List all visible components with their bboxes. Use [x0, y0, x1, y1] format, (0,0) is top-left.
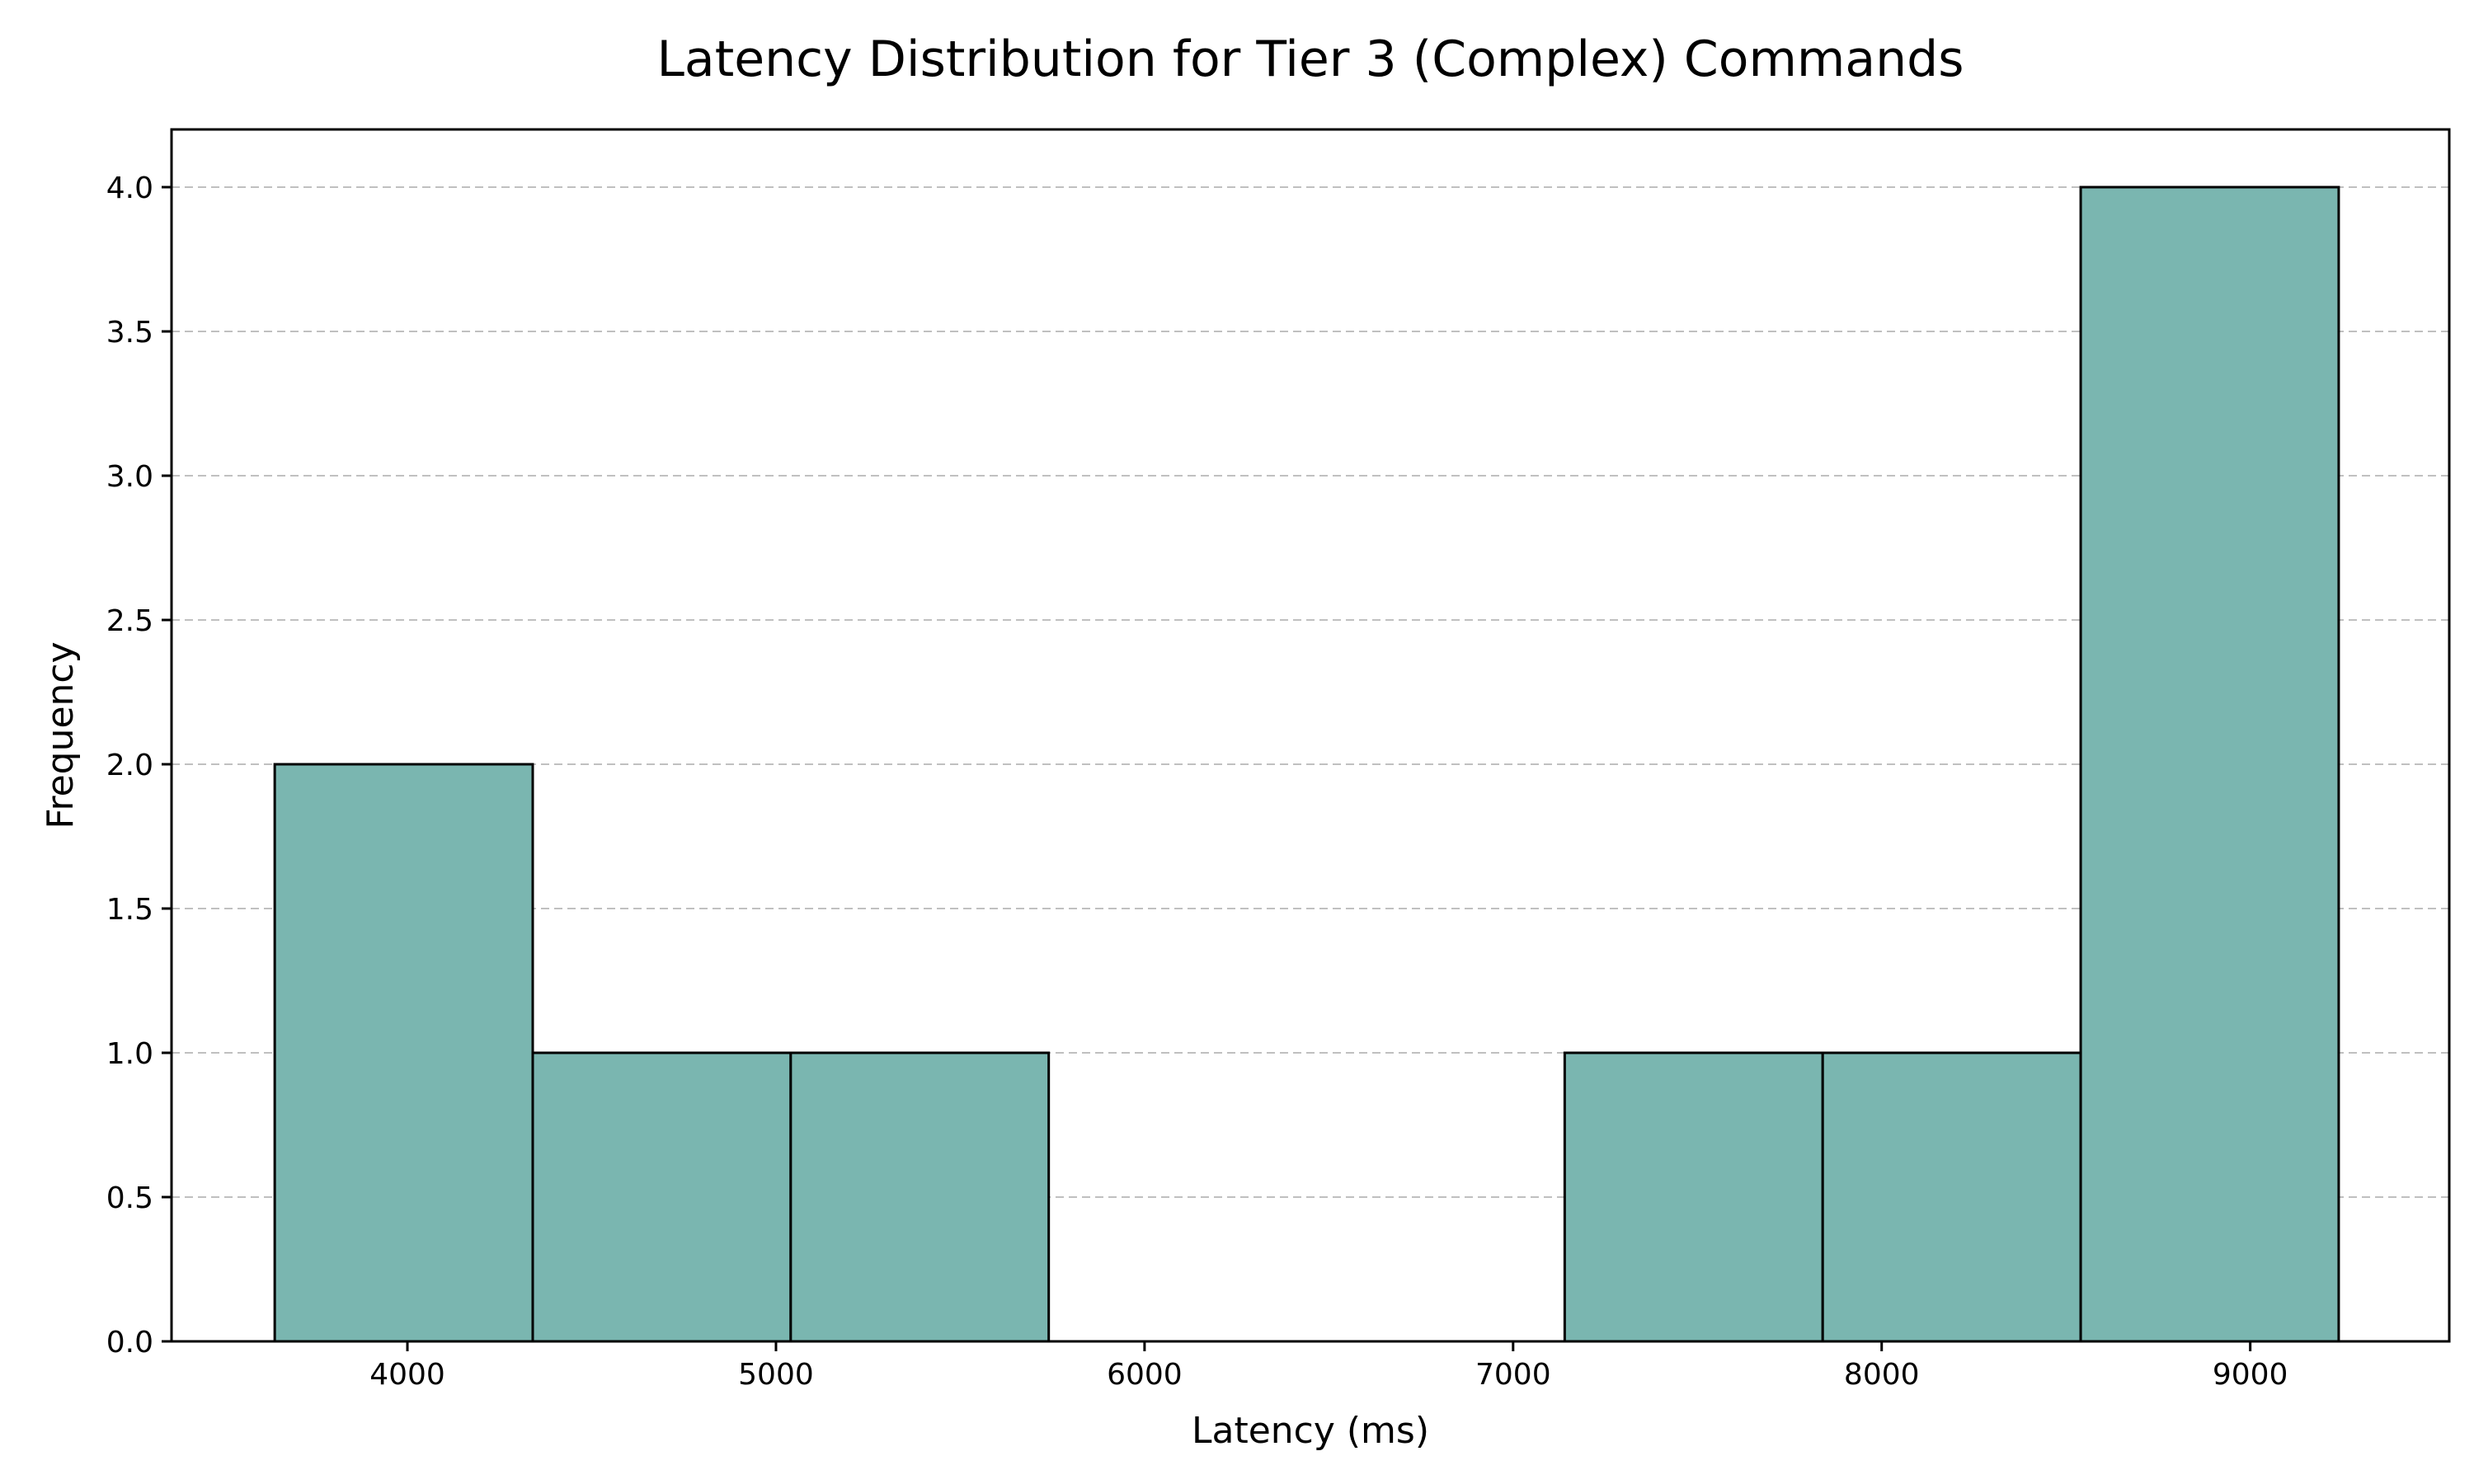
y-tick-label-7: 3.5 [106, 316, 153, 350]
gridlines [172, 186, 2449, 1198]
chart-title: Latency Distribution for Tier 3 (Complex… [657, 31, 1964, 88]
y-tick-label-3: 1.5 [106, 893, 153, 927]
x-axis-label: Latency (ms) [1192, 1410, 1429, 1452]
bars [273, 186, 2340, 1343]
plot-frame [170, 128, 2451, 1343]
x-tick-label-2: 6000 [1107, 1358, 1183, 1392]
histogram-bar-5 [1563, 1051, 1824, 1343]
histogram-bar-0 [273, 763, 534, 1343]
y-tick-label-0: 0.0 [106, 1326, 153, 1360]
histogram-bar-1 [531, 1051, 793, 1343]
x-axis-ticks: 4000 5000 6000 7000 8000 9000 [369, 1341, 2288, 1392]
x-tick-label-3: 7000 [1475, 1358, 1551, 1392]
y-tick-label-2: 1.0 [106, 1037, 153, 1071]
y-tick-label-5: 2.5 [106, 604, 153, 638]
histogram-bar-2 [789, 1051, 1051, 1343]
x-tick-label-5: 9000 [2213, 1358, 2288, 1392]
y-tick-label-1: 0.5 [106, 1181, 153, 1215]
y-tick-label-8: 4.0 [106, 171, 153, 205]
y-tick-label-6: 3.0 [106, 460, 153, 494]
histogram-bar-7 [2079, 186, 2340, 1343]
histogram-bar-6 [1821, 1051, 2082, 1343]
y-axis-label: Frequency [40, 641, 82, 829]
x-tick-label-1: 5000 [738, 1358, 814, 1392]
y-axis-ticks: 0.0 0.5 1.0 1.5 2.0 2.5 3.0 3.5 4.0 [106, 171, 172, 1360]
x-tick-label-0: 4000 [369, 1358, 445, 1392]
y-tick-label-4: 2.0 [106, 749, 153, 782]
x-tick-label-4: 8000 [1844, 1358, 1920, 1392]
